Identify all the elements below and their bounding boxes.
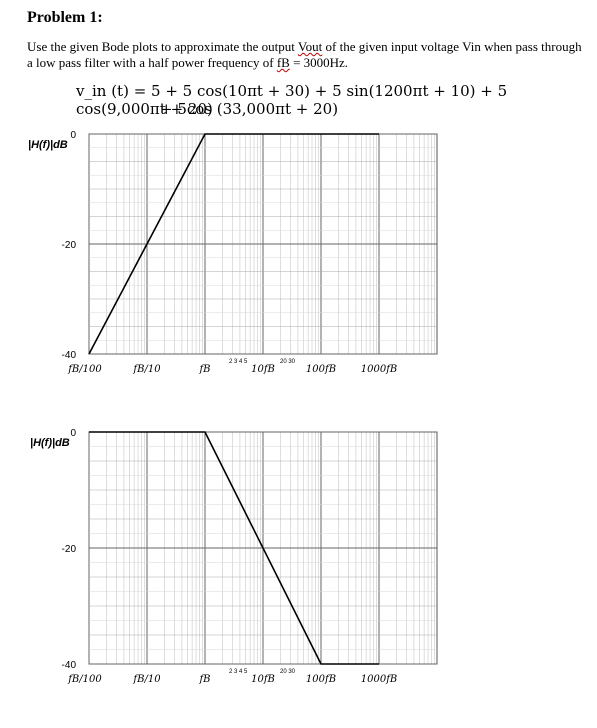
x-tick-label: fB/10 <box>132 364 161 375</box>
y-tick-label: -40 <box>62 660 77 671</box>
y-tick-label: -20 <box>62 544 77 555</box>
x-tick-label: 1000fB <box>361 364 398 375</box>
bode-response-line <box>88 133 379 355</box>
x-tick-label: fB <box>198 364 210 375</box>
y-axis-label: |H(f)|dB <box>30 437 70 449</box>
x-tick-label: fB/100 <box>67 674 102 685</box>
fb-label: fB <box>276 55 290 70</box>
vout-label: Vout <box>297 39 323 54</box>
minor-tick-label: 20 30 <box>280 669 296 675</box>
y-tick-label: 0 <box>70 428 76 439</box>
statement-part1: Use the given Bode plots to approximate … <box>27 39 295 54</box>
x-tick-label: 10fB <box>251 364 275 375</box>
minor-tick-label: 2 3 4 5 <box>229 359 248 365</box>
bode-plot-falling: |H(f)|dB 0 -20 -40 fB/100 fB/10 fB 10fB 100fB 100… <box>0 420 597 700</box>
problem-statement: Use the given Bode plots to approximate … <box>27 39 582 71</box>
x-tick-label: 1000fB <box>361 674 398 685</box>
y-axis-label: |H(f)|dB <box>28 139 68 151</box>
equation-line2: + 5cos (33,000πt + 20) <box>160 100 339 118</box>
equation-line1: v_in (t) = 5 + 5 cos(10πt + 30) + 5 sin(… <box>76 82 508 118</box>
x-tick-label: 10fB <box>251 674 275 685</box>
bode-plot-falling-svg: |H(f)|dB0 -20 -40 fB/100 fB/10 fB 10fB 100fB 100… <box>30 428 438 685</box>
minor-tick-label: 20 30 <box>280 359 296 365</box>
problem-title: Problem 1: <box>27 9 103 26</box>
minor-tick-label: 2 3 4 5 <box>229 669 248 675</box>
statement-part2: of the given input voltage <box>325 39 460 54</box>
x-tick-label: fB/10 <box>132 674 161 685</box>
x-tick-label: 100fB <box>306 674 336 685</box>
bode-plot-rising: |H(f)|dB 0 -20 -40 fB/100 fB/10 fB 10fB 100fB 100… <box>0 120 597 390</box>
x-tick-label: fB/100 <box>67 364 102 375</box>
statement-part4: = 3000Hz. <box>293 55 349 70</box>
x-tick-label: 100fB <box>306 364 336 375</box>
bode-plot-rising-svg: |H(f)|dB0 -20 -40 fB/100 fB/10 fB 10fB 100fB 100… <box>28 130 438 375</box>
y-tick-label: -20 <box>62 240 77 251</box>
y-tick-label: 0 <box>70 130 76 141</box>
x-tick-label: fB <box>198 674 210 685</box>
y-tick-label: -40 <box>62 350 77 361</box>
statement-part3: when pass through a low pass filter with… <box>27 39 582 70</box>
bode-response-line <box>89 431 379 665</box>
vin-label: Vin <box>462 39 481 54</box>
